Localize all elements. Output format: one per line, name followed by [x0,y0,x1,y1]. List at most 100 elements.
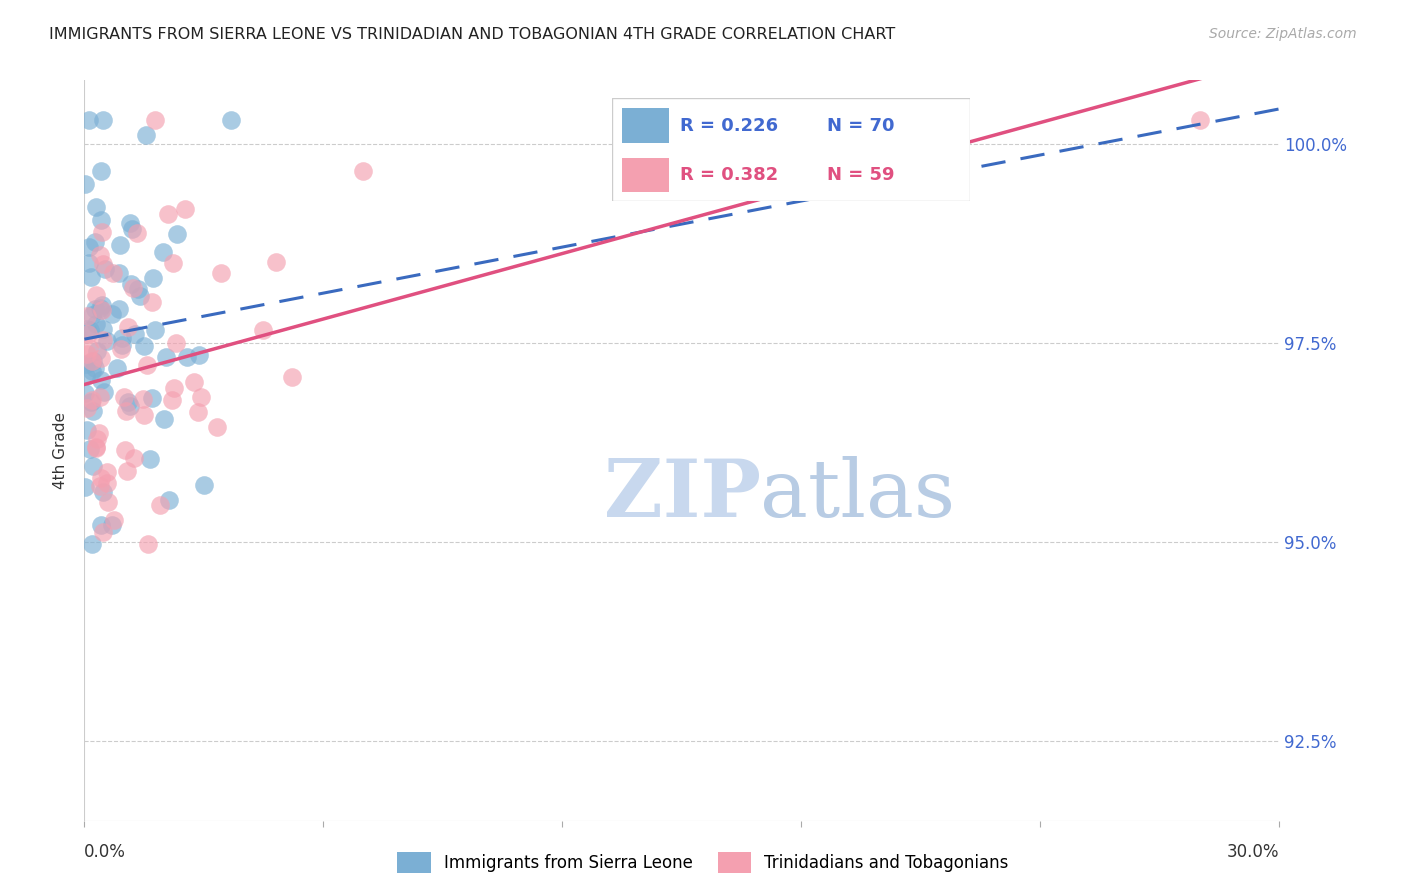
Point [91,257,114,271]
Point [153,412,176,426]
Point [1188,113,1211,128]
Point [127,226,149,240]
Point [96,465,118,479]
Point [176,350,198,364]
Text: Source: ZipAtlas.com: Source: ZipAtlas.com [1209,27,1357,41]
Point [205,420,228,434]
Point [89,247,111,261]
Text: 30.0%: 30.0% [1227,843,1279,861]
Point [76,347,98,361]
Point [162,256,184,270]
Point [90,303,112,318]
Text: R = 0.382: R = 0.382 [679,166,778,184]
Point [76,310,98,324]
Text: N = 59: N = 59 [827,166,894,184]
Point [76,424,98,438]
Point [89,479,111,493]
Point [141,391,163,405]
Bar [623,108,669,144]
Point [90,303,112,318]
Point [149,499,172,513]
Point [120,277,142,291]
Point [162,381,184,395]
Point [111,338,134,352]
Point [136,359,159,373]
Text: atlas: atlas [759,456,955,534]
Point [90,164,112,178]
Point [112,390,135,404]
Point [219,113,242,128]
Point [115,464,138,478]
Point [209,266,232,280]
Point [84,302,107,317]
Point [97,494,120,508]
Point [91,322,114,336]
Point [90,517,112,532]
Point [132,392,155,406]
Point [141,295,163,310]
Point [152,244,174,259]
Point [187,348,209,362]
Point [91,225,114,239]
FancyBboxPatch shape [612,98,970,201]
Point [76,321,98,335]
Point [156,207,179,221]
Point [79,442,101,456]
Point [122,450,145,465]
Text: 0.0%: 0.0% [84,843,127,861]
Point [75,386,97,401]
Point [138,537,160,551]
Point [101,307,124,321]
Point [134,128,156,142]
Point [96,475,118,490]
Point [90,471,112,485]
Point [190,390,212,404]
Point [187,405,209,419]
Point [134,339,156,353]
Point [76,326,98,341]
Point [82,363,104,377]
Point [91,485,114,500]
Point [89,390,111,404]
Point [94,262,117,277]
Point [143,323,166,337]
Point [107,267,129,281]
Point [193,477,215,491]
Point [108,237,131,252]
Point [91,297,114,311]
Point [80,354,103,368]
Point [124,326,146,341]
Point [91,524,114,539]
Point [84,200,107,214]
Point [80,308,103,322]
Point [142,271,165,285]
Point [73,480,96,494]
Point [84,440,107,454]
Point [86,343,108,358]
Point [84,235,107,249]
Point [132,408,155,422]
Point [82,404,104,418]
Point [80,395,103,409]
Point [162,393,184,408]
Point [166,227,188,241]
Point [76,401,98,415]
Y-axis label: 4th Grade: 4th Grade [53,412,69,489]
Point [114,404,136,418]
Point [105,360,128,375]
Point [82,459,104,474]
Legend: Immigrants from Sierra Leone, Trinidadians and Tobagonians: Immigrants from Sierra Leone, Trinidadia… [391,846,1015,880]
Point [101,266,124,280]
Point [82,354,104,368]
Point [157,492,180,507]
Point [155,350,177,364]
Point [183,375,205,389]
Point [77,240,100,254]
Point [264,255,287,269]
Point [352,164,374,178]
Point [174,202,197,216]
Point [117,320,139,334]
Text: R = 0.226: R = 0.226 [679,117,778,135]
Point [111,331,134,345]
Point [93,384,115,399]
